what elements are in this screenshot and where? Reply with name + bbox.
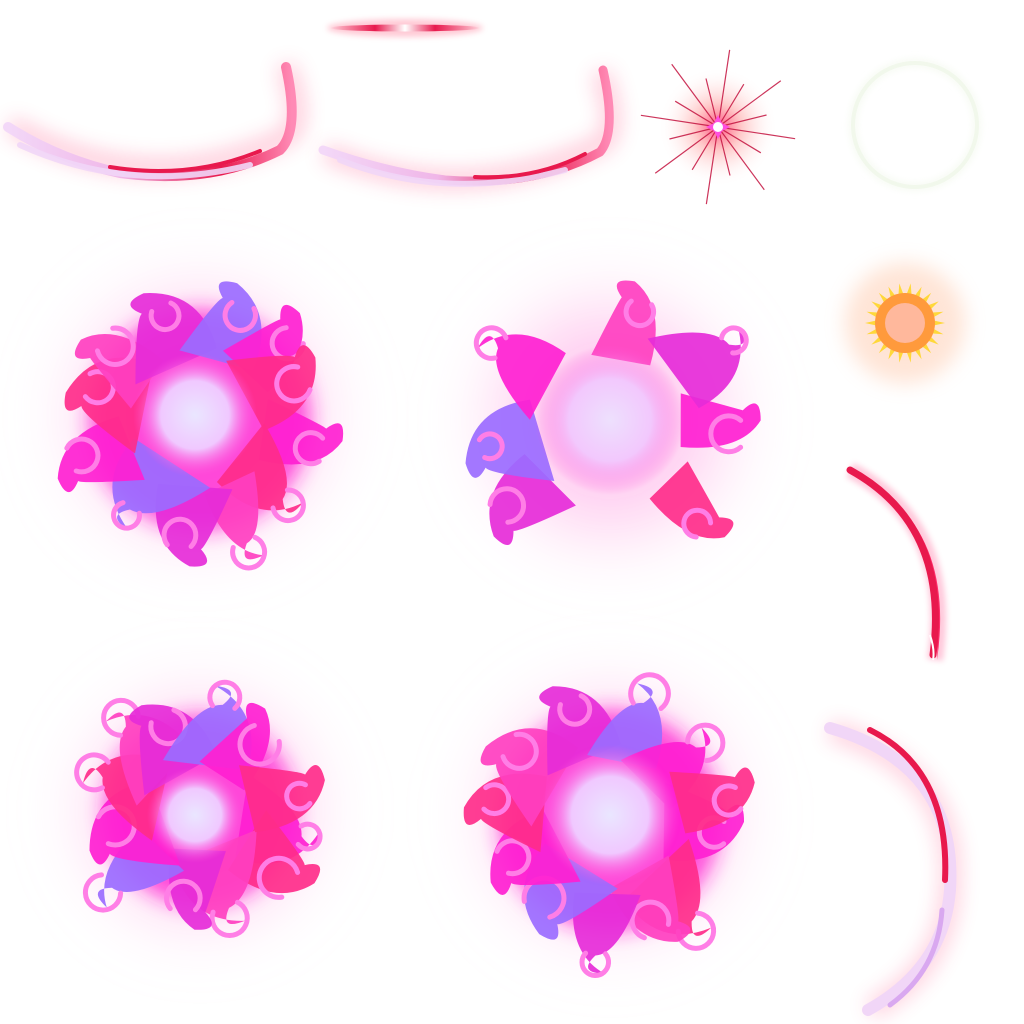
flame-curl <box>719 325 749 356</box>
star-ray <box>674 100 719 128</box>
flame-curl <box>74 752 111 793</box>
flame-curl <box>230 534 268 571</box>
flame-burst-icon <box>20 250 380 590</box>
flame-curl <box>209 899 250 938</box>
star-ray <box>717 114 767 128</box>
star-ray <box>654 126 719 174</box>
star-ray <box>705 126 719 205</box>
flame-curl <box>237 722 282 767</box>
flame-curl <box>708 413 744 455</box>
sun-orb-icon <box>830 255 980 395</box>
flame-curl <box>500 731 539 771</box>
flame-curl <box>164 878 203 913</box>
star-ray <box>691 126 719 171</box>
flame-tongue <box>647 325 745 409</box>
star-ray <box>717 126 796 140</box>
light-streak-icon <box>320 8 490 48</box>
star-ray <box>669 126 719 140</box>
flame-ring-icon <box>430 260 790 580</box>
star-ray <box>640 114 719 128</box>
flame-curl <box>711 783 744 818</box>
flame-curl <box>473 325 509 361</box>
slash-arc-icon <box>0 55 310 205</box>
star-ray <box>717 80 782 128</box>
flame-curl <box>82 872 124 913</box>
flame-curl <box>64 436 101 475</box>
flame-curl <box>681 507 714 540</box>
flame-curl <box>487 486 526 525</box>
flame-burst-icon <box>40 650 360 970</box>
star-ray <box>717 83 745 128</box>
flame-curl <box>161 516 199 549</box>
flame-curl <box>101 697 141 738</box>
flame-curl <box>256 855 301 900</box>
flame-tongue <box>572 892 641 974</box>
flame-curl <box>629 899 672 941</box>
flame-curl <box>295 821 323 852</box>
crescent-icon <box>835 455 975 675</box>
flame-curl <box>675 910 717 951</box>
star-ray <box>717 126 731 176</box>
flame-curl <box>222 299 258 333</box>
flame-curl <box>623 298 656 329</box>
flame-curl <box>628 672 671 712</box>
flame-tongue <box>591 280 656 366</box>
flame-curl <box>94 325 136 367</box>
flame-curl <box>579 950 612 978</box>
flame-curl <box>494 838 532 877</box>
flame-curl <box>292 430 326 467</box>
star-ray <box>671 63 719 128</box>
flame-curl <box>148 300 182 333</box>
star-ray <box>717 49 731 128</box>
flame-curl <box>476 431 505 462</box>
flame-curl <box>111 500 142 531</box>
flame-tongue <box>97 828 185 908</box>
flame-curl <box>684 722 726 764</box>
flame-curl <box>557 693 593 727</box>
slash-arc-icon <box>315 62 625 212</box>
flame-tongue <box>477 334 566 420</box>
star-ray <box>705 78 719 128</box>
flame-curl <box>274 364 313 404</box>
flame-curl <box>207 679 243 711</box>
flame-curl <box>82 369 116 406</box>
flame-curl <box>270 487 306 524</box>
star-ray <box>717 126 762 154</box>
star-ray <box>717 126 765 191</box>
ring-icon <box>840 50 990 200</box>
star-burst-icon <box>630 45 800 210</box>
slash-arc-icon <box>810 710 990 1020</box>
flame-curl <box>481 782 512 817</box>
flame-burst-icon <box>430 650 790 990</box>
flame-curl <box>284 780 313 812</box>
